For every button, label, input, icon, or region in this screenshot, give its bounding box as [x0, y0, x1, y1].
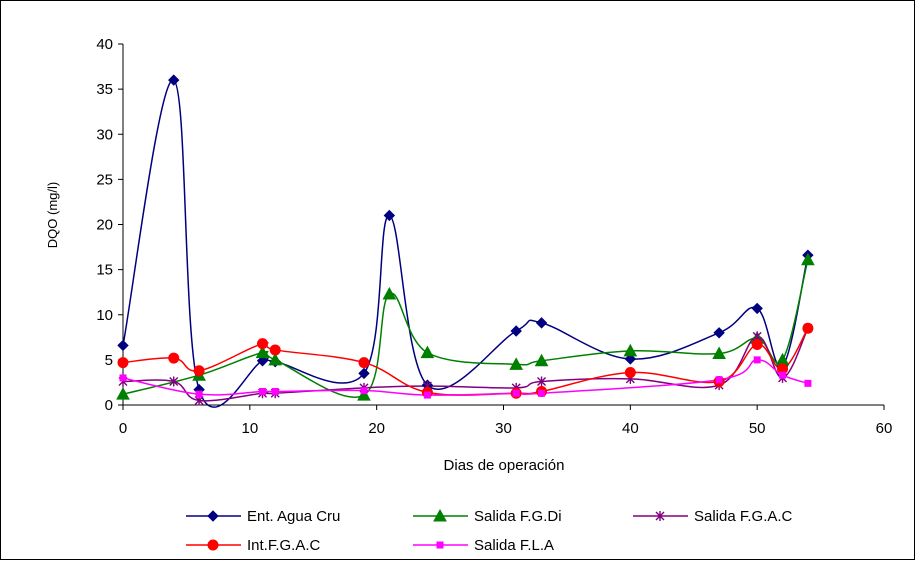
data-point — [712, 346, 726, 360]
data-point — [538, 389, 546, 397]
data-point — [195, 390, 203, 398]
data-point — [624, 353, 637, 365]
series-lines — [122, 79, 809, 408]
legend-label: Ent. Agua Cru — [247, 508, 340, 525]
data-point — [117, 339, 129, 352]
data-point — [259, 387, 267, 395]
series-markers — [116, 74, 815, 406]
data-point — [116, 387, 130, 400]
x-tick-label: 30 — [495, 420, 512, 437]
data-point — [420, 345, 435, 359]
data-point — [119, 374, 127, 382]
series-line-3 — [122, 327, 809, 402]
data-point — [271, 387, 279, 395]
x-axis-label: Dias de operación — [444, 457, 565, 474]
legend-item: Int.F.G.A.C — [186, 537, 321, 554]
legend-label: Salida F.G.Di — [474, 508, 562, 525]
y-tick-label: 0 — [105, 397, 113, 414]
y-tick-label: 10 — [96, 307, 113, 324]
data-point — [802, 322, 814, 334]
data-point — [713, 327, 725, 339]
x-tick-label: 20 — [368, 420, 385, 437]
data-point — [257, 338, 269, 350]
legend: Ent. Agua Cru Salida F.G.Di Salida F.G.A.C… — [186, 508, 793, 554]
legend-label: Salida F.G.A.C — [694, 508, 793, 525]
data-point — [269, 344, 281, 356]
data-point — [382, 286, 397, 300]
legend-marker — [433, 508, 447, 522]
y-tick-label: 25 — [96, 171, 113, 188]
data-point — [256, 355, 269, 367]
data-point — [804, 379, 812, 387]
series-line-1 — [122, 79, 809, 408]
data-point — [534, 353, 549, 367]
legend-item: Salida F.L.A — [413, 537, 554, 554]
y-tick-label: 40 — [96, 36, 113, 53]
y-tick-label: 15 — [96, 262, 113, 279]
data-point — [169, 376, 179, 387]
data-point — [801, 252, 815, 266]
data-point — [255, 345, 270, 359]
data-point — [358, 367, 370, 380]
data-point — [715, 376, 723, 384]
axes: 0 10 20 30 40 50 60 0 5 10 15 20 25 30 35 40 — [96, 36, 892, 437]
y-tick-label: 30 — [96, 126, 113, 143]
data-point — [751, 339, 763, 351]
x-tick-label: 0 — [119, 420, 127, 437]
data-point — [779, 371, 787, 379]
legend-label: Salida F.L.A — [474, 537, 554, 554]
data-point — [357, 388, 371, 401]
data-point — [751, 302, 763, 315]
data-point — [537, 376, 547, 387]
y-tick-label: 5 — [105, 352, 113, 369]
data-point — [168, 74, 180, 86]
legend-marker — [655, 511, 665, 521]
data-point — [358, 357, 370, 369]
data-point — [509, 357, 524, 370]
data-point — [510, 325, 522, 337]
data-point — [193, 365, 205, 377]
data-point — [623, 343, 638, 357]
legend-label: Int.F.G.A.C — [247, 537, 321, 554]
y-tick-label: 20 — [96, 217, 113, 234]
x-tick-label: 40 — [622, 420, 639, 437]
data-point — [512, 389, 520, 397]
x-tick-label: 10 — [241, 420, 258, 437]
data-point — [360, 387, 368, 395]
legend-marker — [207, 510, 219, 522]
x-tick-label: 50 — [749, 420, 766, 437]
data-point — [117, 357, 129, 369]
legend-item: Ent. Agua Cru — [186, 508, 340, 525]
x-tick-label: 60 — [876, 420, 893, 437]
data-point — [383, 209, 396, 222]
data-point — [423, 391, 431, 399]
data-point — [535, 317, 548, 329]
y-tick-label: 35 — [96, 81, 113, 98]
data-point — [753, 356, 761, 364]
data-point — [168, 352, 180, 364]
data-point — [624, 367, 636, 379]
data-point — [268, 352, 283, 366]
y-axis-label: DQO (mg/l) — [45, 182, 60, 248]
legend-marker — [436, 541, 444, 549]
legend-item: Salida F.G.A.C — [633, 508, 793, 525]
legend-marker — [207, 539, 219, 551]
legend-item: Salida F.G.Di — [413, 508, 562, 525]
